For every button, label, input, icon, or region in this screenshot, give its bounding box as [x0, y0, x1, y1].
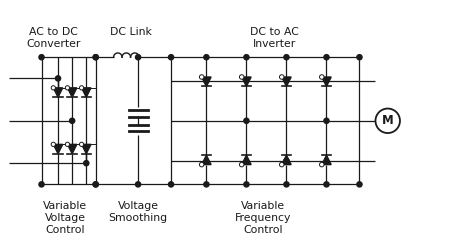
- Circle shape: [51, 86, 55, 90]
- Circle shape: [324, 55, 329, 60]
- Circle shape: [204, 78, 209, 83]
- Circle shape: [357, 55, 362, 60]
- Circle shape: [375, 109, 400, 133]
- Polygon shape: [201, 77, 211, 86]
- Polygon shape: [67, 88, 77, 97]
- Circle shape: [51, 142, 55, 146]
- Polygon shape: [322, 77, 331, 86]
- Polygon shape: [67, 144, 77, 154]
- Circle shape: [284, 55, 289, 60]
- Polygon shape: [53, 144, 63, 154]
- Circle shape: [93, 182, 98, 187]
- Circle shape: [204, 182, 209, 187]
- Circle shape: [39, 55, 44, 60]
- Circle shape: [324, 118, 329, 123]
- Circle shape: [200, 162, 204, 167]
- Polygon shape: [322, 155, 331, 165]
- Circle shape: [319, 75, 324, 79]
- Circle shape: [284, 158, 289, 163]
- Circle shape: [65, 86, 70, 90]
- Circle shape: [93, 182, 98, 187]
- Circle shape: [244, 182, 249, 187]
- Circle shape: [55, 76, 61, 81]
- Text: DC to AC
Inverter: DC to AC Inverter: [250, 27, 299, 49]
- Circle shape: [244, 55, 249, 60]
- Circle shape: [136, 55, 141, 60]
- Circle shape: [284, 182, 289, 187]
- Text: M: M: [382, 114, 393, 127]
- Circle shape: [280, 162, 284, 167]
- Circle shape: [357, 182, 362, 187]
- Text: AC to DC
Converter: AC to DC Converter: [26, 27, 81, 49]
- Circle shape: [39, 182, 44, 187]
- Circle shape: [239, 162, 244, 167]
- Circle shape: [280, 75, 284, 79]
- Polygon shape: [82, 88, 91, 97]
- Text: Variable
Voltage
Control: Variable Voltage Control: [43, 201, 87, 235]
- Circle shape: [168, 182, 173, 187]
- Circle shape: [136, 182, 141, 187]
- Polygon shape: [53, 88, 63, 97]
- Circle shape: [65, 142, 70, 146]
- Circle shape: [93, 55, 98, 60]
- Polygon shape: [282, 77, 291, 86]
- Circle shape: [244, 118, 249, 123]
- Text: Voltage
Smoothing: Voltage Smoothing: [109, 201, 168, 223]
- Polygon shape: [82, 144, 91, 154]
- Polygon shape: [242, 155, 251, 165]
- Circle shape: [84, 161, 89, 166]
- Circle shape: [80, 86, 84, 90]
- Circle shape: [200, 75, 204, 79]
- Polygon shape: [282, 155, 291, 165]
- Text: DC Link: DC Link: [110, 27, 152, 37]
- Circle shape: [239, 75, 244, 79]
- Circle shape: [204, 55, 209, 60]
- Circle shape: [319, 162, 324, 167]
- Circle shape: [70, 118, 75, 123]
- Circle shape: [80, 142, 84, 146]
- Circle shape: [93, 55, 98, 60]
- Polygon shape: [201, 155, 211, 165]
- Polygon shape: [242, 77, 251, 86]
- Circle shape: [324, 182, 329, 187]
- Circle shape: [168, 55, 173, 60]
- Text: Variable
Frequency
Control: Variable Frequency Control: [235, 201, 291, 235]
